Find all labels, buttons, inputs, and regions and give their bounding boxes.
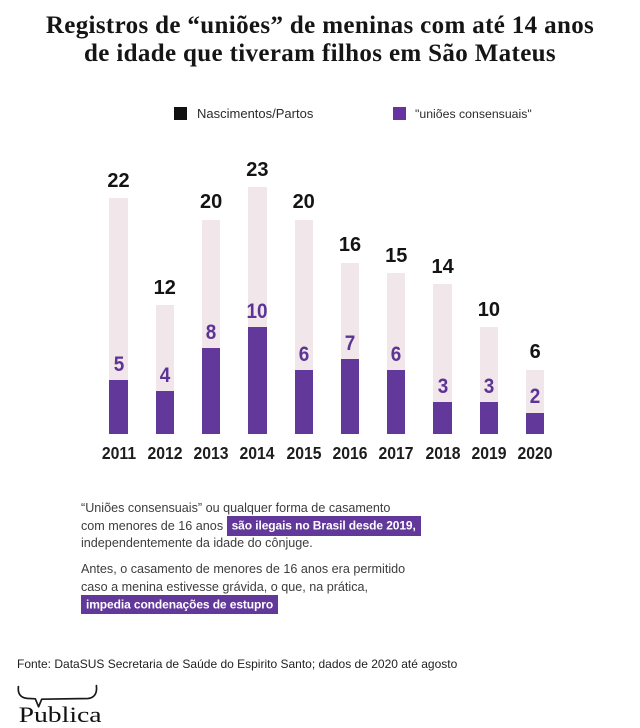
- svg-text:Publica: Publica: [19, 702, 102, 727]
